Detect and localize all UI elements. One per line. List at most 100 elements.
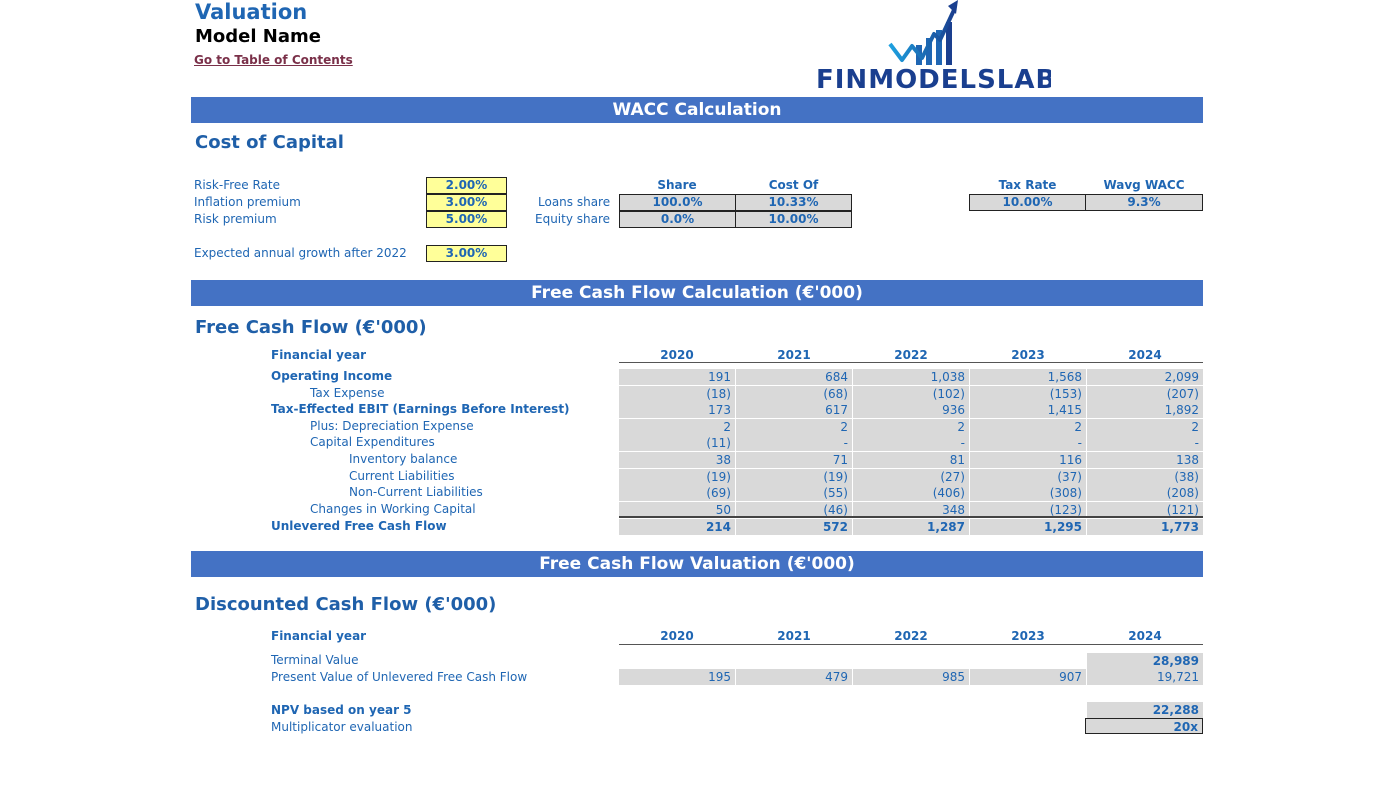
fcf-cell[interactable]: 2 [619, 418, 735, 435]
fcf-cell[interactable]: (308) [970, 485, 1086, 502]
risk-premium-input[interactable]: 5.00% [426, 211, 507, 228]
wacc-header: Wavg WACC [1103, 178, 1185, 192]
fcf-cell[interactable]: 214 [619, 519, 735, 536]
fcf-cell[interactable]: 2 [970, 418, 1086, 435]
fcf-cell[interactable]: (406) [853, 485, 969, 502]
fcf-year-header: 2020 [660, 348, 694, 362]
multiplicator-label: Multiplicator evaluation [271, 720, 413, 734]
fcf-row-label: Capital Expenditures [310, 435, 435, 450]
finmodelslab-logo: FINMODELSLAB [816, 0, 1055, 95]
fcf-cell[interactable]: 936 [853, 402, 969, 419]
fcf-cell[interactable]: 1,568 [970, 369, 1086, 385]
fcf-year-header: 2024 [1128, 348, 1162, 362]
pv-cell[interactable]: 195 [619, 669, 735, 685]
fcf-cell[interactable]: (37) [970, 468, 1086, 485]
fcf-cell[interactable]: 71 [736, 452, 852, 468]
fcf-cell[interactable]: 684 [736, 369, 852, 385]
fcf-row-label: Unlevered Free Cash Flow [271, 519, 447, 534]
risk-free-label: Risk-Free Rate [194, 178, 280, 192]
pv-cell[interactable]: 19,721 [1087, 669, 1203, 685]
fcf-cell[interactable]: 191 [619, 369, 735, 385]
fcf-cell[interactable]: (38) [1087, 468, 1203, 485]
fcf-cell[interactable]: (207) [1087, 385, 1203, 402]
fcf-cell[interactable]: (68) [736, 385, 852, 402]
toc-link[interactable]: Go to Table of Contents [194, 53, 353, 67]
fcf-cell[interactable]: 1,415 [970, 402, 1086, 419]
npv-label: NPV based on year 5 [271, 703, 412, 717]
fcf-row-label: Current Liabilities [349, 468, 455, 483]
fcf-cell[interactable]: (69) [619, 485, 735, 502]
tax-rate-header: Tax Rate [998, 178, 1057, 192]
fcf-cell[interactable]: (123) [970, 501, 1086, 518]
loans-share-cell[interactable]: 100.0% [619, 194, 736, 211]
fcf-cell[interactable]: (19) [736, 468, 852, 485]
loans-label: Loans share [538, 195, 611, 209]
fcf-cell[interactable]: 81 [853, 452, 969, 468]
fcf-cell[interactable]: - [970, 435, 1086, 452]
fcf-cell[interactable]: (46) [736, 501, 852, 518]
fcf-cell[interactable]: - [1087, 435, 1203, 452]
fcf-cell[interactable]: 1,892 [1087, 402, 1203, 419]
fcf-header-divider [619, 362, 1203, 363]
wacc-band: WACC Calculation [191, 97, 1203, 123]
fcf-cell[interactable]: (208) [1087, 485, 1203, 502]
fcf-cell[interactable]: (18) [619, 385, 735, 402]
loans-cost-cell[interactable]: 10.33% [735, 194, 852, 211]
pv-cell[interactable]: 907 [970, 669, 1086, 685]
inflation-input[interactable]: 3.00% [426, 194, 507, 211]
fcf-cell[interactable]: 572 [736, 519, 852, 536]
wacc-cell[interactable]: 9.3% [1085, 194, 1203, 211]
fcf-cell[interactable]: 617 [736, 402, 852, 419]
growth-label: Expected annual growth after 2022 [194, 246, 407, 260]
fcf-cell[interactable]: (102) [853, 385, 969, 402]
dcf-header-divider [619, 644, 1203, 645]
fcf-cell[interactable]: 50 [619, 501, 735, 518]
fcf-cell[interactable]: 116 [970, 452, 1086, 468]
fcf-cell[interactable]: (153) [970, 385, 1086, 402]
tax-rate-cell[interactable]: 10.00% [969, 194, 1086, 211]
fcf-cell[interactable]: (55) [736, 485, 852, 502]
pv-label: Present Value of Unlevered Free Cash Flo… [271, 670, 528, 684]
dcf-year-header: 2020 [660, 629, 694, 643]
fcf-year-header: 2021 [777, 348, 811, 362]
fcf-cell[interactable]: 38 [619, 452, 735, 468]
fcf-cell[interactable]: (19) [619, 468, 735, 485]
npv-cell[interactable]: 22,288 [1087, 702, 1203, 718]
dcf-year-header: 2022 [894, 629, 928, 643]
fcf-cell[interactable]: 1,287 [853, 519, 969, 536]
fcf-cell[interactable]: 2 [736, 418, 852, 435]
fcf-cell[interactable]: 2,099 [1087, 369, 1203, 385]
model-name: Model Name [195, 26, 321, 47]
equity-cost-cell[interactable]: 10.00% [735, 211, 852, 228]
equity-label: Equity share [535, 212, 611, 226]
fcf-cell[interactable]: - [736, 435, 852, 452]
fcf-cell[interactable]: 173 [619, 402, 735, 419]
fcf-cell[interactable]: (27) [853, 468, 969, 485]
fcf-cell[interactable]: 1,773 [1087, 519, 1203, 536]
fcf-valuation-band: Free Cash Flow Valuation (€'000) [191, 551, 1203, 577]
fcf-year-header: 2022 [894, 348, 928, 362]
fcf-cell[interactable]: 2 [853, 418, 969, 435]
fcf-cell[interactable]: (11) [619, 435, 735, 452]
fcf-row-label: Non-Current Liabilities [349, 485, 483, 500]
fcf-total-divider [619, 516, 1203, 518]
fcf-cell[interactable]: (121) [1087, 501, 1203, 518]
fcf-title: Free Cash Flow (€'000) [195, 317, 427, 338]
terminal-value-cell[interactable]: 28,989 [1087, 653, 1203, 669]
growth-input[interactable]: 3.00% [426, 245, 507, 262]
pv-cell[interactable]: 479 [736, 669, 852, 685]
fcf-cell[interactable]: 138 [1087, 452, 1203, 468]
terminal-value-label: Terminal Value [271, 653, 359, 667]
multiplicator-cell[interactable]: 20x [1085, 718, 1203, 734]
equity-share-cell[interactable]: 0.0% [619, 211, 736, 228]
fcf-cell[interactable]: 2 [1087, 418, 1203, 435]
pv-cell[interactable]: 985 [853, 669, 969, 685]
fcf-cell[interactable]: - [853, 435, 969, 452]
fcf-row-label: Operating Income [271, 369, 393, 383]
risk-free-input[interactable]: 2.00% [426, 177, 507, 194]
share-header: Share [657, 178, 697, 192]
fcf-row-label: Inventory balance [349, 452, 458, 466]
fcf-cell[interactable]: 1,038 [853, 369, 969, 385]
fcf-cell[interactable]: 1,295 [970, 519, 1086, 536]
fcf-cell[interactable]: 348 [853, 501, 969, 518]
